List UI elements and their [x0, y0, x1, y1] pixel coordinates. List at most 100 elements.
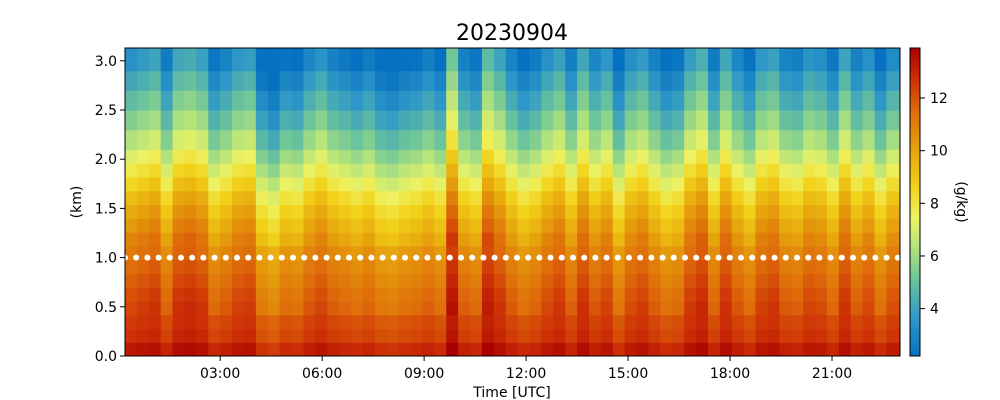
heatmap-cell	[398, 109, 412, 131]
heatmap-cell	[743, 218, 757, 233]
heatmap-cell	[208, 300, 221, 316]
heatmap-cell	[648, 129, 661, 150]
heatmap-cell	[374, 314, 388, 330]
heatmap-cell	[172, 287, 186, 302]
heatmap-cell	[481, 342, 495, 356]
heatmap-cell	[541, 232, 554, 247]
heatmap-cell	[696, 70, 709, 91]
heatmap-cell	[470, 328, 483, 343]
heatmap-cell	[291, 328, 305, 343]
heatmap-cell	[719, 314, 733, 330]
heatmap-cell	[612, 342, 626, 356]
heatmap-cell	[505, 259, 519, 274]
heatmap-cell	[481, 259, 495, 274]
heatmap-cell	[481, 300, 495, 316]
heatmap-cell	[565, 149, 578, 164]
heatmap-cell	[815, 232, 828, 247]
heatmap-cell	[315, 328, 328, 343]
heatmap-cell	[470, 176, 483, 192]
y-axis-ticks: 0.0 0.5 1.0 1.5 2.0 2.5 3.0	[95, 54, 125, 365]
heatmap-cell	[541, 287, 554, 302]
heatmap-cell	[470, 218, 483, 233]
heatmap-cell	[672, 90, 685, 111]
heatmap-cell	[125, 314, 138, 330]
heatmap-cell	[636, 328, 650, 343]
heatmap-cell	[826, 48, 840, 72]
heatmap-cell	[327, 190, 340, 206]
plot-frame	[124, 47, 901, 357]
heatmap-cell	[315, 149, 328, 164]
heatmap-cell	[422, 129, 435, 150]
heatmap-cell	[315, 287, 328, 302]
heatmap-cell	[553, 109, 566, 131]
heatmap-cell	[351, 287, 364, 302]
heatmap-cell	[303, 204, 316, 219]
heatmap-cell	[779, 90, 792, 111]
heatmap-cell	[636, 190, 650, 206]
heatmap-cell	[612, 163, 626, 178]
heatmap-cell	[672, 218, 685, 233]
heatmap-cell	[339, 300, 352, 316]
heatmap-cell	[815, 218, 828, 233]
heatmap-cell	[267, 190, 281, 206]
heatmap-cell	[874, 204, 888, 219]
heatmap-cell	[232, 273, 245, 288]
heatmap-cell	[612, 273, 626, 288]
heatmap-cell	[588, 273, 602, 288]
heatmap-cell	[279, 232, 293, 247]
heatmap-cell	[291, 163, 305, 178]
heatmap-cell	[850, 287, 864, 302]
heatmap-cell	[577, 70, 590, 91]
heatmap-cell	[743, 259, 757, 274]
heatmap-cell	[291, 90, 305, 111]
heatmap-cell	[327, 218, 340, 233]
heatmap-cell	[267, 149, 281, 164]
heatmap-cell	[458, 163, 471, 178]
heatmap-cell	[160, 218, 174, 233]
heatmap-cell	[410, 342, 424, 356]
heatmap-cell	[362, 109, 376, 131]
heatmap-cell	[232, 70, 245, 91]
heatmap-cell	[458, 48, 471, 72]
heatmap-cell	[220, 328, 233, 343]
heatmap-cell	[588, 190, 602, 206]
y-tick-label: 2.0	[95, 152, 117, 168]
heatmap-cell	[386, 176, 400, 192]
heatmap-cell	[707, 287, 721, 302]
heatmap-cell	[291, 273, 305, 288]
heatmap-cell	[493, 273, 507, 288]
heatmap-cell	[707, 218, 721, 233]
heatmap-cell	[243, 218, 257, 233]
heatmap-cell	[172, 149, 186, 164]
heatmap-cell	[791, 176, 804, 192]
heatmap-cell	[541, 342, 554, 356]
heatmap-cell	[434, 129, 447, 150]
heatmap-cell	[255, 232, 269, 247]
heatmap-cell	[886, 90, 900, 111]
heatmap-cell	[612, 129, 626, 150]
heatmap-cell	[410, 90, 424, 111]
heatmap-cell	[517, 314, 531, 330]
heatmap-cell	[791, 328, 804, 343]
heatmap-cell	[850, 109, 864, 131]
heatmap-cell	[696, 48, 709, 72]
heatmap-cell	[339, 232, 352, 247]
heatmap-cell	[755, 259, 769, 274]
heatmap-cell	[565, 176, 578, 192]
heatmap-cell	[517, 149, 531, 164]
heatmap-cell	[779, 190, 792, 206]
heatmap-cell	[577, 314, 590, 330]
heatmap-cell	[719, 328, 733, 343]
heatmap-cell	[862, 48, 876, 72]
heatmap-cell	[303, 218, 316, 233]
heatmap-cell	[731, 163, 745, 178]
heatmap-cell	[362, 176, 376, 192]
x-axis-label: Time [UTC]	[472, 385, 550, 400]
heatmap-cell	[660, 259, 673, 274]
heatmap-cell	[136, 314, 150, 330]
heatmap-cell	[255, 204, 269, 219]
heatmap-cell	[553, 48, 566, 72]
heatmap-cell	[707, 314, 721, 330]
heatmap-cell	[886, 163, 900, 178]
heatmap-cell	[672, 129, 685, 150]
